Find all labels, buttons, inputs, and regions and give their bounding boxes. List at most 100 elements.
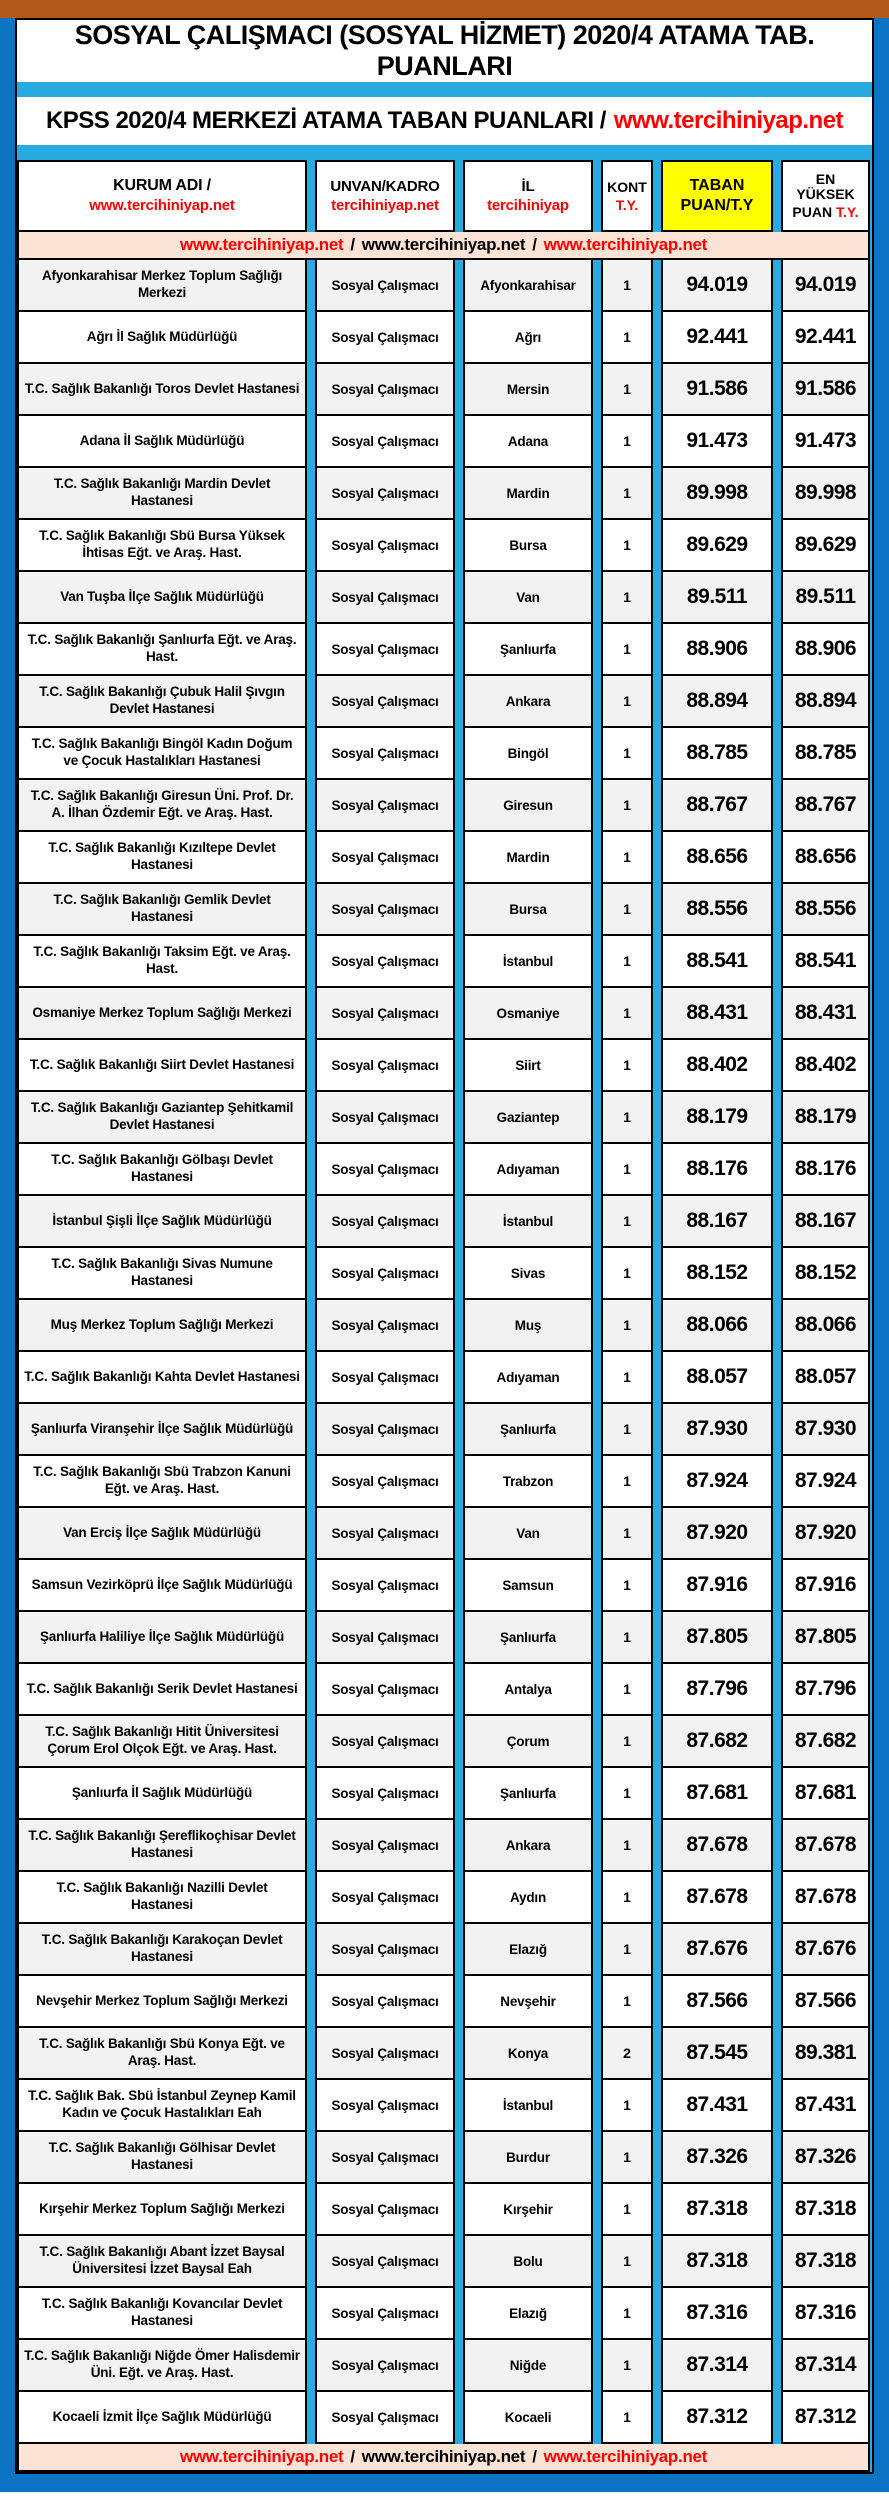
promo-url-right[interactable]: www.tercihiniyap.net <box>543 2447 708 2466</box>
subtitle-site-link[interactable]: www.tercihiniyap.net <box>613 107 844 134</box>
institution-name: Şanlıurfa Haliliye İlçe Sağlık Müdürlüğü <box>39 1628 285 1644</box>
promo-url-middle[interactable]: www.tercihiniyap.net <box>361 235 526 254</box>
position-cell: Sosyal Çalışmacı <box>315 1976 455 2028</box>
province-name: Muş <box>514 1317 542 1333</box>
position-title: Sosyal Çalışmacı <box>331 329 439 345</box>
province-name: Giresun <box>503 797 553 813</box>
max-score-value: 89.381 <box>794 2041 857 2064</box>
base-score-value: 87.545 <box>686 2041 748 2064</box>
header-site-link: www.tercihiniyap.net <box>89 197 235 215</box>
base-score-value: 87.318 <box>686 2197 748 2220</box>
subtitle-text: KPSS 2020/4 MERKEZİ ATAMA TABAN PUANLARI… <box>45 107 606 134</box>
promo-url-left[interactable]: www.tercihiniyap.net <box>179 2447 344 2466</box>
quota-cell: 1 <box>601 1560 653 1612</box>
max-score-value: 89.998 <box>794 481 857 504</box>
quota-cell: 1 <box>601 572 653 624</box>
province-cell: Kocaeli <box>463 2392 593 2444</box>
max-score-cell: 88.179 <box>781 1092 870 1144</box>
score-table-panel: SOSYAL ÇALIŞMACI (SOSYAL HİZMET) 2020/4 … <box>15 18 874 2474</box>
base-score-value: 88.556 <box>686 897 748 920</box>
base-score-value: 87.314 <box>686 2353 748 2376</box>
quota-value: 1 <box>623 2253 631 2269</box>
column-header-kurum: KURUM ADI / www.tercihiniyap.net <box>17 160 307 232</box>
province-name: Bolu <box>513 2253 543 2269</box>
quota-value: 1 <box>623 537 631 553</box>
quota-cell: 1 <box>601 1612 653 1664</box>
province-name: Aydın <box>510 1889 546 1905</box>
max-score-value: 88.402 <box>794 1053 857 1076</box>
max-score-value: 87.318 <box>794 2197 857 2220</box>
province-name: Siirt <box>515 1057 541 1073</box>
position-title: Sosyal Çalışmacı <box>331 1941 439 1957</box>
position-title: Sosyal Çalışmacı <box>331 485 439 501</box>
province-name: Kocaeli <box>504 2409 552 2425</box>
position-cell: Sosyal Çalışmacı <box>315 988 455 1040</box>
province-name: Mardin <box>506 485 550 501</box>
column-header-il: İL tercihiniyap <box>463 160 593 232</box>
province-cell: Gaziantep <box>463 1092 593 1144</box>
institution-cell: İstanbul Şişli İlçe Sağlık Müdürlüğü <box>17 1196 307 1248</box>
promo-url-right[interactable]: www.tercihiniyap.net <box>543 235 708 254</box>
province-name: Bursa <box>509 537 547 553</box>
scores-table: KURUM ADI / www.tercihiniyap.net UNVAN/K… <box>17 160 872 2472</box>
base-score-cell: 88.431 <box>661 988 773 1040</box>
province-cell: Burdur <box>463 2132 593 2184</box>
quota-cell: 1 <box>601 520 653 572</box>
max-score-value: 91.586 <box>794 377 857 400</box>
max-score-value: 87.326 <box>794 2145 857 2168</box>
promo-url-middle[interactable]: www.tercihiniyap.net <box>361 2447 526 2466</box>
base-score-value: 87.316 <box>686 2301 748 2324</box>
province-name: Ankara <box>505 693 551 709</box>
promo-url-left[interactable]: www.tercihiniyap.net <box>179 235 344 254</box>
base-score-cell: 88.767 <box>661 780 773 832</box>
province-name: Şanlıurfa <box>500 1785 556 1801</box>
base-score-value: 88.402 <box>686 1053 748 1076</box>
max-score-cell: 88.541 <box>781 936 870 988</box>
province-name: Şanlıurfa <box>500 1421 556 1437</box>
quota-cell: 1 <box>601 1040 653 1092</box>
province-cell: Mardin <box>463 832 593 884</box>
institution-name: T.C. Sağlık Bakanlığı Sbü Bursa Yüksek İ… <box>39 528 285 560</box>
position-title: Sosyal Çalışmacı <box>331 1421 439 1437</box>
base-score-cell: 89.629 <box>661 520 773 572</box>
position-cell: Sosyal Çalışmacı <box>315 1352 455 1404</box>
institution-cell: T.C. Sağlık Bakanlığı Şanlıurfa Eğt. ve … <box>17 624 307 676</box>
institution-cell: Afyonkarahisar Merkez Toplum Sağlığı Mer… <box>17 260 307 312</box>
max-score-value: 87.566 <box>794 1989 857 2012</box>
institution-cell: T.C. Sağlık Bakanlığı Gölhisar Devlet Ha… <box>17 2132 307 2184</box>
base-score-value: 87.930 <box>686 1417 748 1440</box>
position-title: Sosyal Çalışmacı <box>331 693 439 709</box>
institution-name: Van Tuşba İlçe Sağlık Müdürlüğü <box>60 588 264 604</box>
province-cell: Şanlıurfa <box>463 1768 593 1820</box>
position-title: Sosyal Çalışmacı <box>331 641 439 657</box>
quota-cell: 1 <box>601 1404 653 1456</box>
base-score-cell: 88.167 <box>661 1196 773 1248</box>
position-title: Sosyal Çalışmacı <box>331 1317 439 1333</box>
quota-value: 1 <box>623 1317 631 1333</box>
province-cell: Ağrı <box>463 312 593 364</box>
quota-value: 1 <box>623 329 631 345</box>
base-score-value: 87.682 <box>686 1729 748 1752</box>
base-score-cell: 88.402 <box>661 1040 773 1092</box>
max-score-cell: 87.796 <box>781 1664 870 1716</box>
institution-name: Kocaeli İzmit İlçe Sağlık Müdürlüğü <box>52 2408 272 2424</box>
max-score-cell: 92.441 <box>781 312 870 364</box>
province-name: Antalya <box>504 1681 552 1697</box>
province-cell: Adıyaman <box>463 1144 593 1196</box>
institution-name: Van Erciş İlçe Sağlık Müdürlüğü <box>63 1524 261 1540</box>
base-score-value: 88.767 <box>686 793 748 816</box>
base-score-cell: 87.566 <box>661 1976 773 2028</box>
province-name: Osmaniye <box>496 1005 560 1021</box>
max-score-value: 87.924 <box>794 1469 857 1492</box>
institution-cell: T.C. Sağlık Bakanlığı Sbü Konya Eğt. ve … <box>17 2028 307 2080</box>
quota-cell: 1 <box>601 2184 653 2236</box>
position-cell: Sosyal Çalışmacı <box>315 2132 455 2184</box>
max-score-value: 87.796 <box>794 1677 857 1700</box>
quota-value: 1 <box>623 1993 631 2009</box>
institution-cell: T.C. Sağlık Bakanlığı Niğde Ömer Halisde… <box>17 2340 307 2392</box>
institution-name: T.C. Sağlık Bakanlığı Sbü Konya Eğt. ve … <box>39 2036 285 2068</box>
province-name: Çorum <box>506 1733 550 1749</box>
position-cell: Sosyal Çalışmacı <box>315 1508 455 1560</box>
column-header-max-label: EN YÜKSEK <box>796 171 855 203</box>
max-score-value: 87.678 <box>794 1885 857 1908</box>
